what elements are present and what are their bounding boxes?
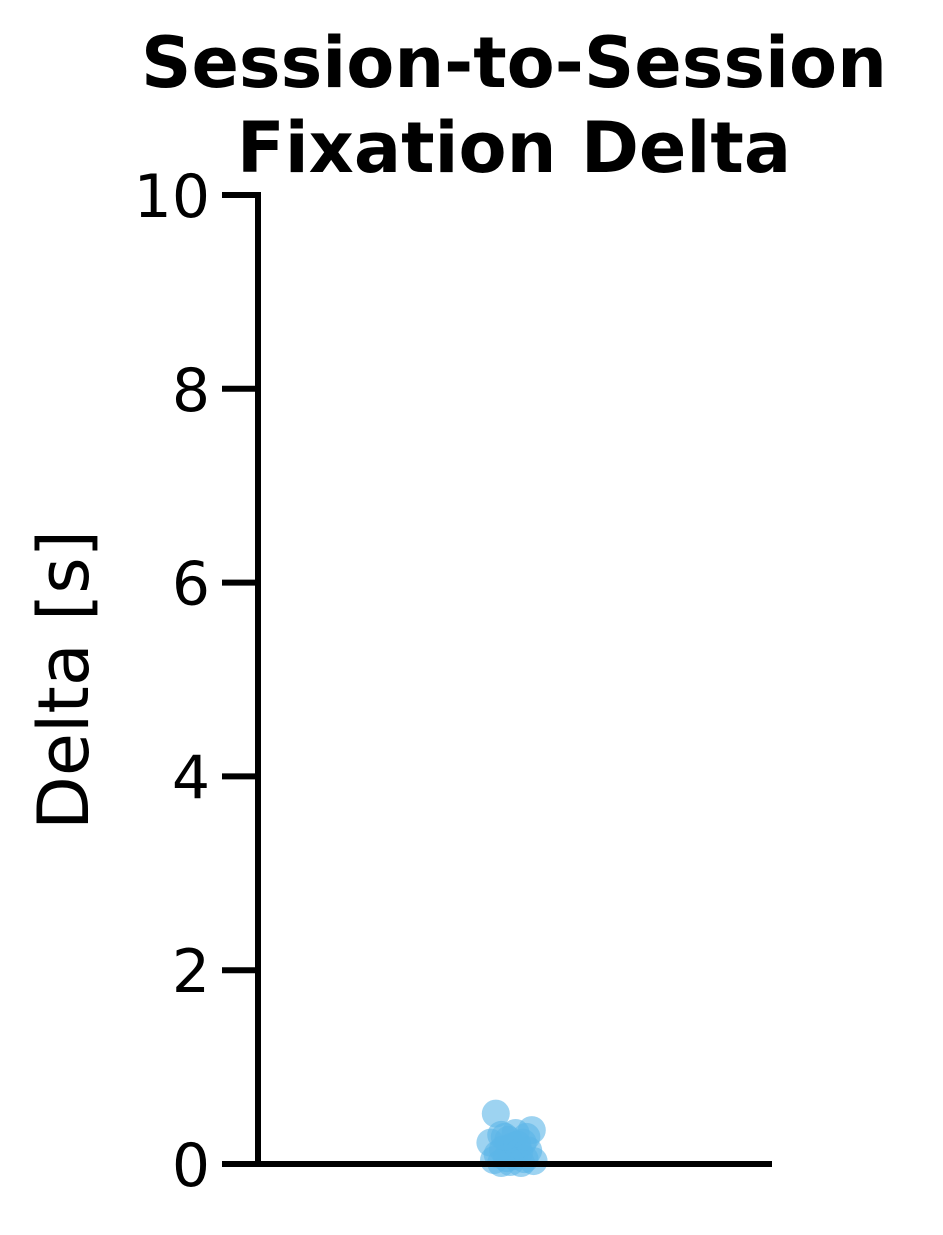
y-tick-label-3: 6 [172, 550, 210, 620]
chart-title-line-1: Session-to-Session [141, 22, 887, 104]
data-point-22 [512, 1122, 541, 1151]
data-point-21 [490, 1122, 519, 1151]
y-tick-label-2: 4 [172, 743, 210, 813]
y-tick-label-4: 8 [172, 356, 210, 426]
y-tick-label-5: 10 [134, 162, 210, 232]
y-tick-label-0: 0 [172, 1131, 210, 1201]
data-point-0 [481, 1099, 510, 1128]
y-axis-label: Delta [s] [23, 530, 105, 830]
y-axis-ticks: 0 2 4 6 8 10 [134, 162, 258, 1201]
y-tick-label-1: 2 [172, 937, 210, 1007]
chart-title-line-2: Fixation Delta [237, 107, 791, 189]
